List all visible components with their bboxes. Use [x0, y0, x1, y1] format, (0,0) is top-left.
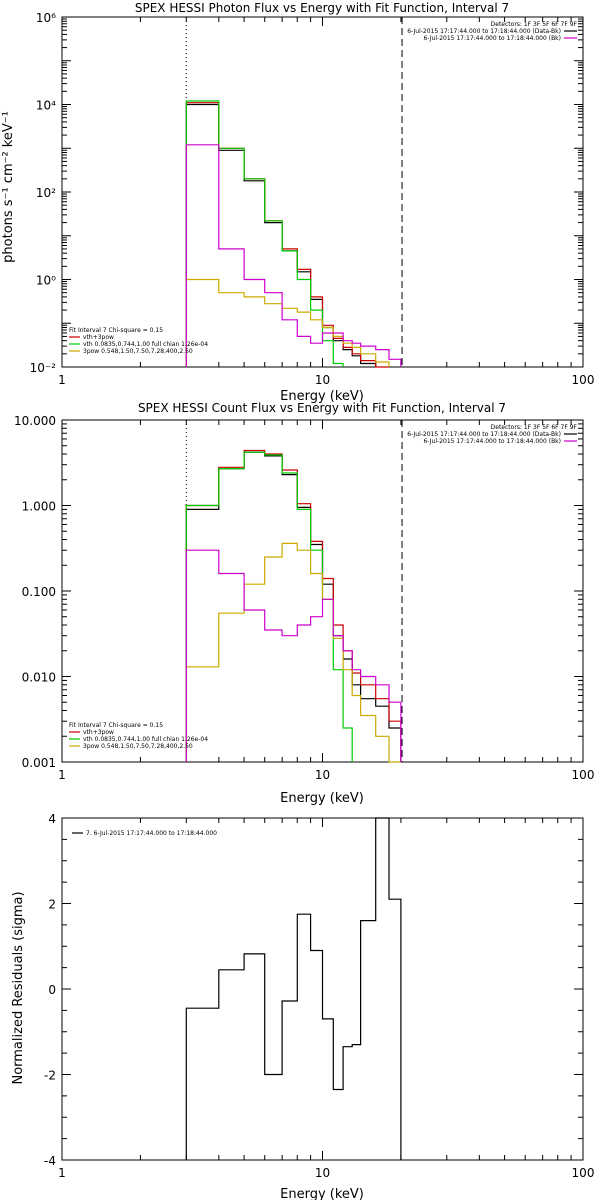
x-tick-label: 10 [315, 373, 330, 387]
residuals-legends: 7. 6-Jul-2015 17:17:44.000 to 17:18:44.0… [72, 830, 217, 837]
count-flux-title: SPEX HESSI Count Flux vs Energy with Fit… [138, 401, 506, 415]
series-3-histogram [185, 278, 390, 367]
photon-flux-title: SPEX HESSI Photon Flux vs Energy with Fi… [135, 1, 509, 15]
legend-header: Detectors: 1F 3F 5F 6F 7F 9F [491, 21, 578, 28]
residuals-marks [185, 817, 402, 1160]
y-tick-label: 10⁰ [36, 274, 56, 288]
series-2-histogram [185, 451, 353, 762]
legend-header: Fit Interval 7 Chi-square = 0.15 [69, 722, 163, 729]
y-tick-label: 10² [36, 186, 56, 200]
legend-label: 6-Jul-2015 17:17:44.000 to 17:18:44.000 … [407, 28, 561, 35]
legend-label: 6-Jul-2015 17:17:44.000 to 17:18:44.000 … [423, 35, 561, 42]
legend-label: 3pow 0.548,1.50,7.50,7.28,400,2.50 [83, 743, 193, 750]
y-tick-label: -2 [44, 1069, 56, 1083]
residuals-ylabel: Normalized Residuals (sigma) [11, 891, 26, 1084]
count-flux-xlabel: Energy (keV) [280, 791, 364, 806]
residuals-panel: Energy (keV) Normalized Residuals (sigma… [11, 812, 594, 1200]
residuals-ticks: 1 10 100 -4 -2 0 2 4 [44, 812, 594, 1180]
count-flux-legends: Detectors: 1F 3F 5F 6F 7F 9F6-Jul-2015 1… [69, 424, 578, 750]
x-tick-label: 100 [572, 1166, 595, 1180]
series-0-histogram [185, 817, 402, 1160]
residuals-xlabel: Energy (keV) [280, 1187, 364, 1200]
legend-label: 3pow 0.548,1.50,7.50,7.28,400,2.50 [83, 348, 193, 355]
photon-flux-ylabel: photons s⁻¹ cm⁻² keV⁻¹ [1, 111, 16, 263]
photon-flux-xlabel: Energy (keV) [280, 389, 364, 404]
legend-label: vth+3pow [83, 334, 114, 341]
photon-flux-panel: SPEX HESSI Photon Flux vs Energy with Fi… [1, 1, 594, 404]
y-tick-label: -4 [44, 1154, 56, 1168]
legend-label: 6-Jul-2015 17:17:44.000 to 17:18:44.000 … [423, 438, 561, 445]
series-3-histogram [185, 542, 401, 763]
photon-flux-legends: Detectors: 1F 3F 5F 6F 7F 9F6-Jul-2015 1… [69, 21, 578, 355]
count-flux-ticks: 1 10 100 0.001 0.010 0.100 1.000 10.000 [14, 414, 594, 782]
count-flux-marks [185, 420, 403, 763]
x-tick-label: 100 [572, 768, 595, 782]
x-tick-label: 10 [315, 768, 330, 782]
y-tick-label: 4 [48, 812, 56, 826]
x-tick-label: 1 [58, 1166, 66, 1180]
x-tick-label: 1 [58, 373, 66, 387]
x-tick-label: 100 [572, 373, 595, 387]
photon-flux-marks [185, 17, 403, 368]
series-4-histogram [185, 549, 402, 762]
y-tick-label: 10⁶ [36, 11, 56, 25]
y-tick-label: 10⁴ [36, 99, 56, 113]
series-4-histogram [185, 144, 402, 367]
series-1-histogram [185, 102, 389, 368]
y-tick-label: 10⁻² [30, 361, 57, 375]
x-tick-label: 10 [315, 1166, 330, 1180]
legend-label: 7. 6-Jul-2015 17:17:44.000 to 17:18:44.0… [86, 830, 217, 837]
legend-label: vth 0.0835,0.744,1.00 full chian 1.26e-0… [83, 736, 208, 743]
y-tick-label: 0.001 [22, 756, 56, 770]
legend-label: vth+3pow [83, 729, 114, 736]
y-tick-label: 2 [48, 898, 56, 912]
photon-flux-ticks: 1 10 100 10⁻² 10⁰ 10² 10⁴ 10⁶ [30, 11, 595, 387]
count-flux-panel: SPEX HESSI Count Flux vs Energy with Fit… [14, 401, 594, 806]
y-tick-label: 0.100 [22, 585, 56, 599]
legend-label: vth 0.0835,0.744,1.00 full chian 1.26e-0… [83, 341, 208, 348]
y-tick-label: 0.010 [22, 671, 56, 685]
series-0-histogram [185, 103, 377, 367]
y-tick-label: 1.000 [22, 500, 56, 514]
y-tick-label: 0 [48, 983, 56, 997]
x-tick-label: 1 [58, 768, 66, 782]
legend-header: Fit Interval 7 Chi-square = 0.15 [69, 327, 163, 334]
y-tick-label: 10.000 [14, 414, 56, 428]
legend-header: Detectors: 1F 3F 5F 6F 7F 9F [491, 424, 578, 431]
series-2-histogram [185, 100, 344, 367]
legend-label: 6-Jul-2015 17:17:44.000 to 17:18:44.000 … [407, 431, 561, 438]
